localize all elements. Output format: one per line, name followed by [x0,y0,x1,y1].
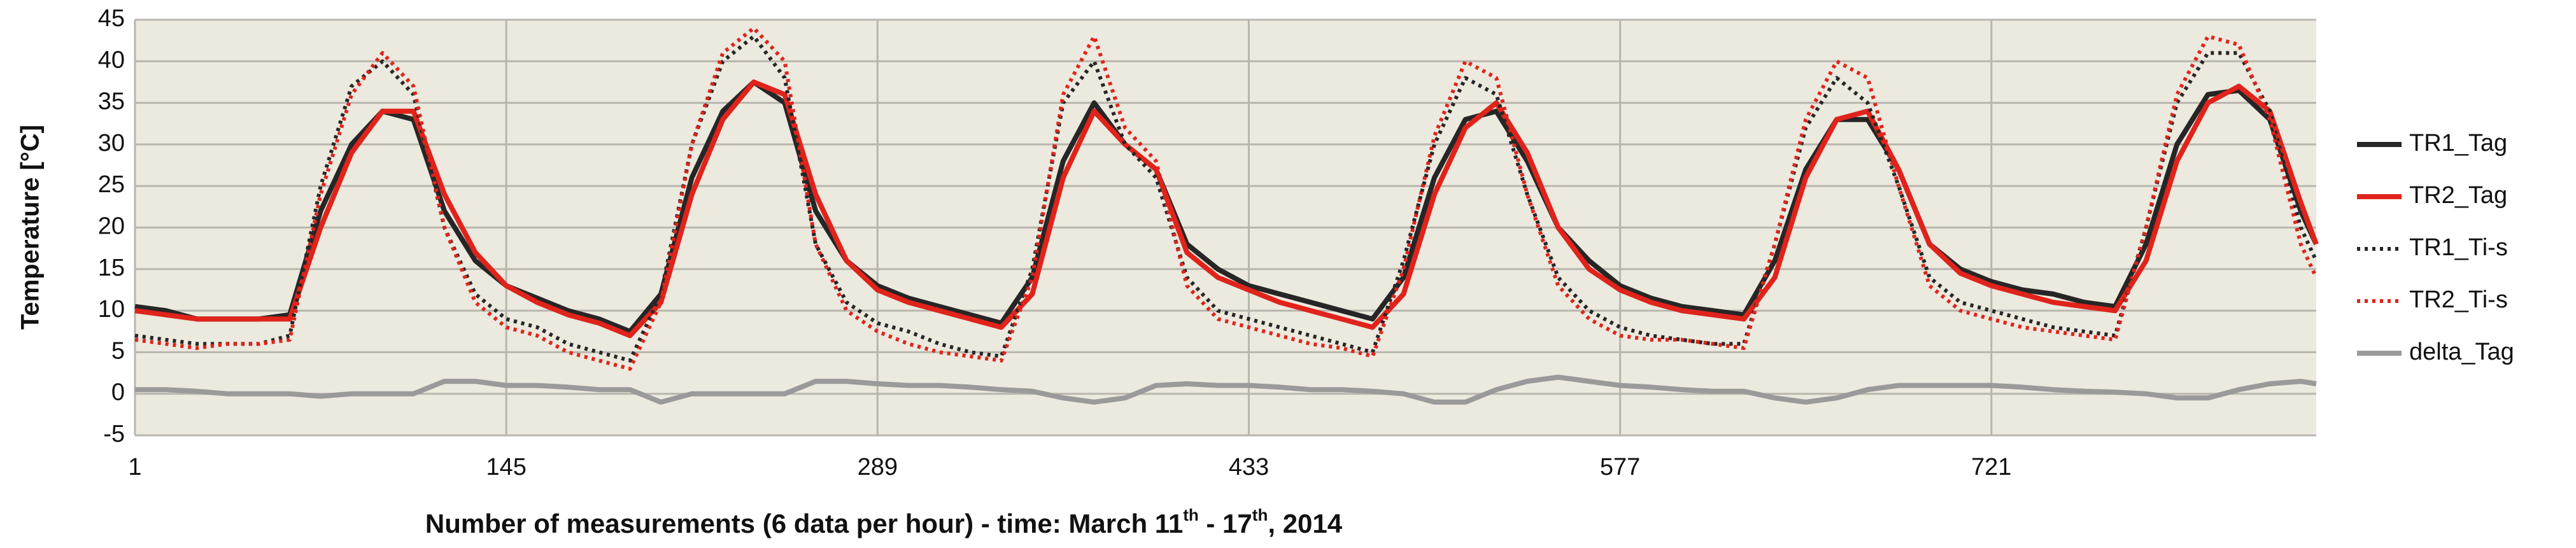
x-axis-label-part: th [1183,505,1199,524]
y-axis-label: Temperature [°C] [17,125,45,330]
legend-label: TR1_Ti-s [2409,234,2508,261]
y-tick-label: 15 [98,255,125,281]
x-tick-label: 289 [858,454,898,481]
x-tick-label: 577 [1600,454,1640,481]
x-tick-label: 145 [486,454,526,481]
y-tick-label: 20 [98,213,125,240]
x-axis-label: Number of measurements (6 data per hour)… [425,505,1343,538]
x-axis-label-part: , 2014 [1268,509,1342,538]
legend-label: delta_Tag [2409,339,2514,365]
series-line [134,80,2319,339]
x-axis-label-part: Number of measurements (6 data per hour)… [425,509,1183,538]
y-tick-label: 10 [98,296,125,323]
y-tick-label: 40 [98,46,125,73]
y-tick-label: 0 [111,379,125,406]
y-tick-label: -5 [103,421,125,447]
x-tick-label: 1 [128,454,141,481]
x-axis-label-part: th [1252,505,1268,524]
legend-label: TR2_Tag [2409,182,2507,209]
y-tick-label: 25 [98,171,125,198]
series-line [134,34,2318,363]
x-axis-label-part: - 17 [1199,509,1252,538]
series-line [135,374,2317,405]
y-tick-label: 35 [98,88,125,115]
x-tick-label: 721 [1971,454,2011,481]
y-tick-label: 45 [98,5,125,32]
x-tick-label: 433 [1229,454,1269,481]
y-tick-label: 5 [111,337,125,364]
legend-label: TR2_Ti-s [2409,286,2508,313]
y-tick-label: 30 [98,130,125,157]
legend-label: TR1_Tag [2409,130,2507,157]
series-line [134,26,2318,371]
